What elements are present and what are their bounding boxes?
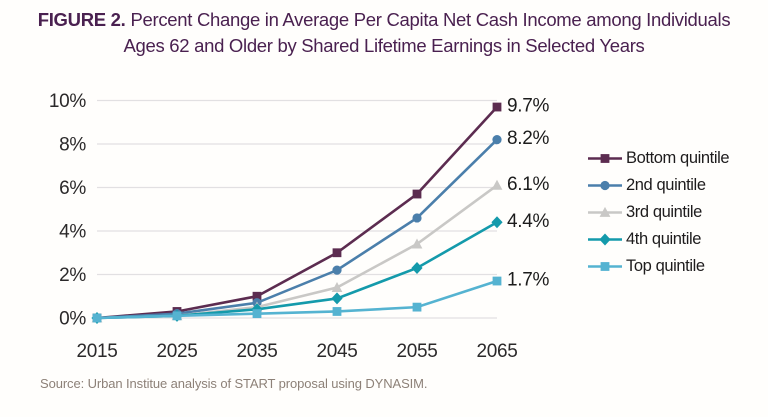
y-tick-label: 6%	[59, 178, 86, 199]
legend-label: 3rd quintile	[626, 203, 702, 221]
y-tick-label: 0%	[59, 309, 86, 330]
y-tick-label: 10%	[49, 91, 87, 112]
x-axis-labels: 2015 2025 2035 2045 2055 2065	[76, 341, 517, 362]
x-tick-label: 2015	[76, 341, 117, 362]
legend-label: Bottom quintile	[626, 149, 730, 167]
legend-item-top-quintile: Top quintile	[586, 257, 729, 276]
legend-item-3rd-quintile: 3rd quintile	[586, 203, 729, 222]
y-tick-label: 2%	[59, 265, 86, 286]
x-tick-label: 2065	[476, 341, 517, 362]
y-tick-label: 4%	[59, 222, 86, 243]
series-2nd-quintile	[92, 135, 502, 323]
series-end-label: 6.1%	[507, 174, 550, 195]
series-3rd-quintile	[91, 179, 503, 323]
legend-label: Top quintile	[626, 257, 705, 275]
y-axis-labels: 0% 2% 4% 6% 8% 10%	[49, 91, 87, 330]
legend-label: 2nd quintile	[626, 176, 706, 194]
x-tick-label: 2035	[236, 341, 277, 362]
chart-legend: Bottom quintile 2nd quintile 3rd quintile 4…	[586, 149, 730, 276]
figure-title: FIGURE 2. Percent Change in Average Per C…	[0, 7, 768, 59]
series-end-label: 1.7%	[507, 270, 550, 291]
series-top-quintile	[92, 276, 502, 323]
legend-item-4th-quintile: 4th quintile	[586, 230, 729, 249]
series-end-label: 9.7%	[507, 96, 550, 117]
series-4th-quintile	[91, 216, 503, 324]
legend-item-2nd-quintile: 2nd quintile	[586, 176, 729, 195]
square-marker-icon	[588, 154, 622, 163]
series-bottom-quintile	[92, 102, 502, 323]
end-labels: 9.7% 8.2% 6.1% 4.4% 1.7%	[507, 96, 550, 291]
figure-title-line2: Ages 62 and Older by Shared Lifetime Ear…	[123, 35, 645, 56]
x-tick-label: 2025	[156, 341, 197, 362]
triangle-marker-icon	[588, 206, 622, 217]
y-tick-label: 8%	[59, 135, 86, 156]
source-note: Source: Urban Institue analysis of START…	[40, 376, 428, 391]
square-marker-icon	[588, 262, 622, 271]
legend-item-bottom-quintile: Bottom quintile	[586, 149, 730, 168]
figure-title-line1: Percent Change in Average Per Capita Net…	[130, 9, 731, 30]
series-end-label: 8.2%	[507, 128, 550, 149]
circle-marker-icon	[588, 180, 622, 191]
series-end-label: 4.4%	[507, 211, 550, 232]
x-tick-label: 2055	[396, 341, 437, 362]
legend-label: 4th quintile	[626, 230, 702, 248]
diamond-marker-icon	[588, 233, 622, 246]
x-tick-label: 2045	[316, 341, 357, 362]
figure-label: FIGURE 2.	[37, 9, 126, 30]
